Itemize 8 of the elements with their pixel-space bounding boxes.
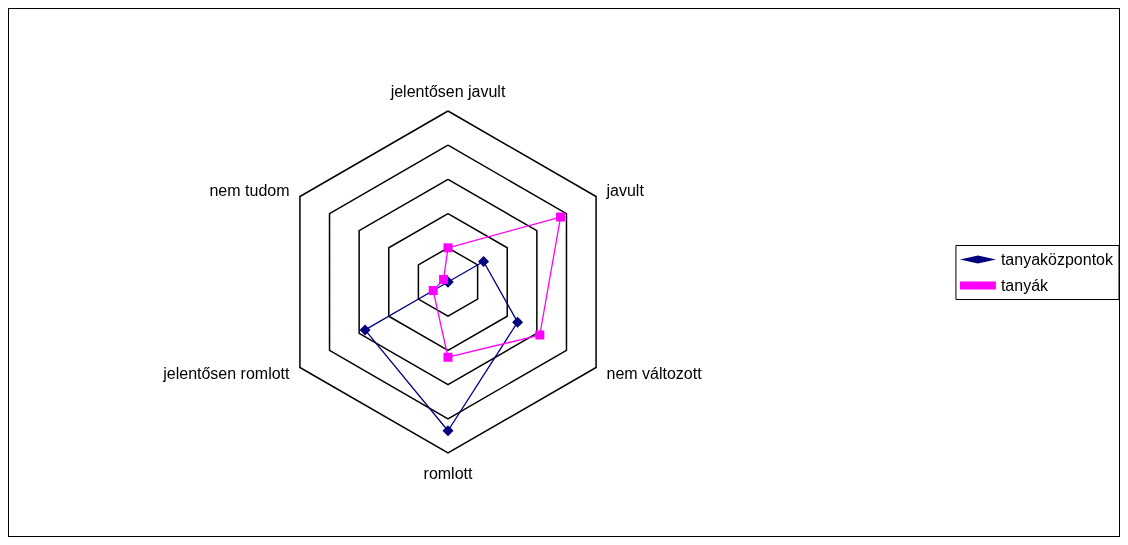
spoke-label: nem változott bbox=[606, 365, 703, 382]
legend-label: tanyaközpontok bbox=[1000, 251, 1114, 268]
spoke-label: nem tudom bbox=[209, 182, 290, 199]
spoke-label: jelentősen javult bbox=[389, 82, 506, 100]
spoke-label: jelentősen romlott bbox=[162, 365, 291, 382]
spoke-label: javult bbox=[605, 182, 645, 199]
legend-label: tanyák bbox=[1000, 277, 1050, 294]
spoke-label: romlott bbox=[423, 464, 473, 482]
